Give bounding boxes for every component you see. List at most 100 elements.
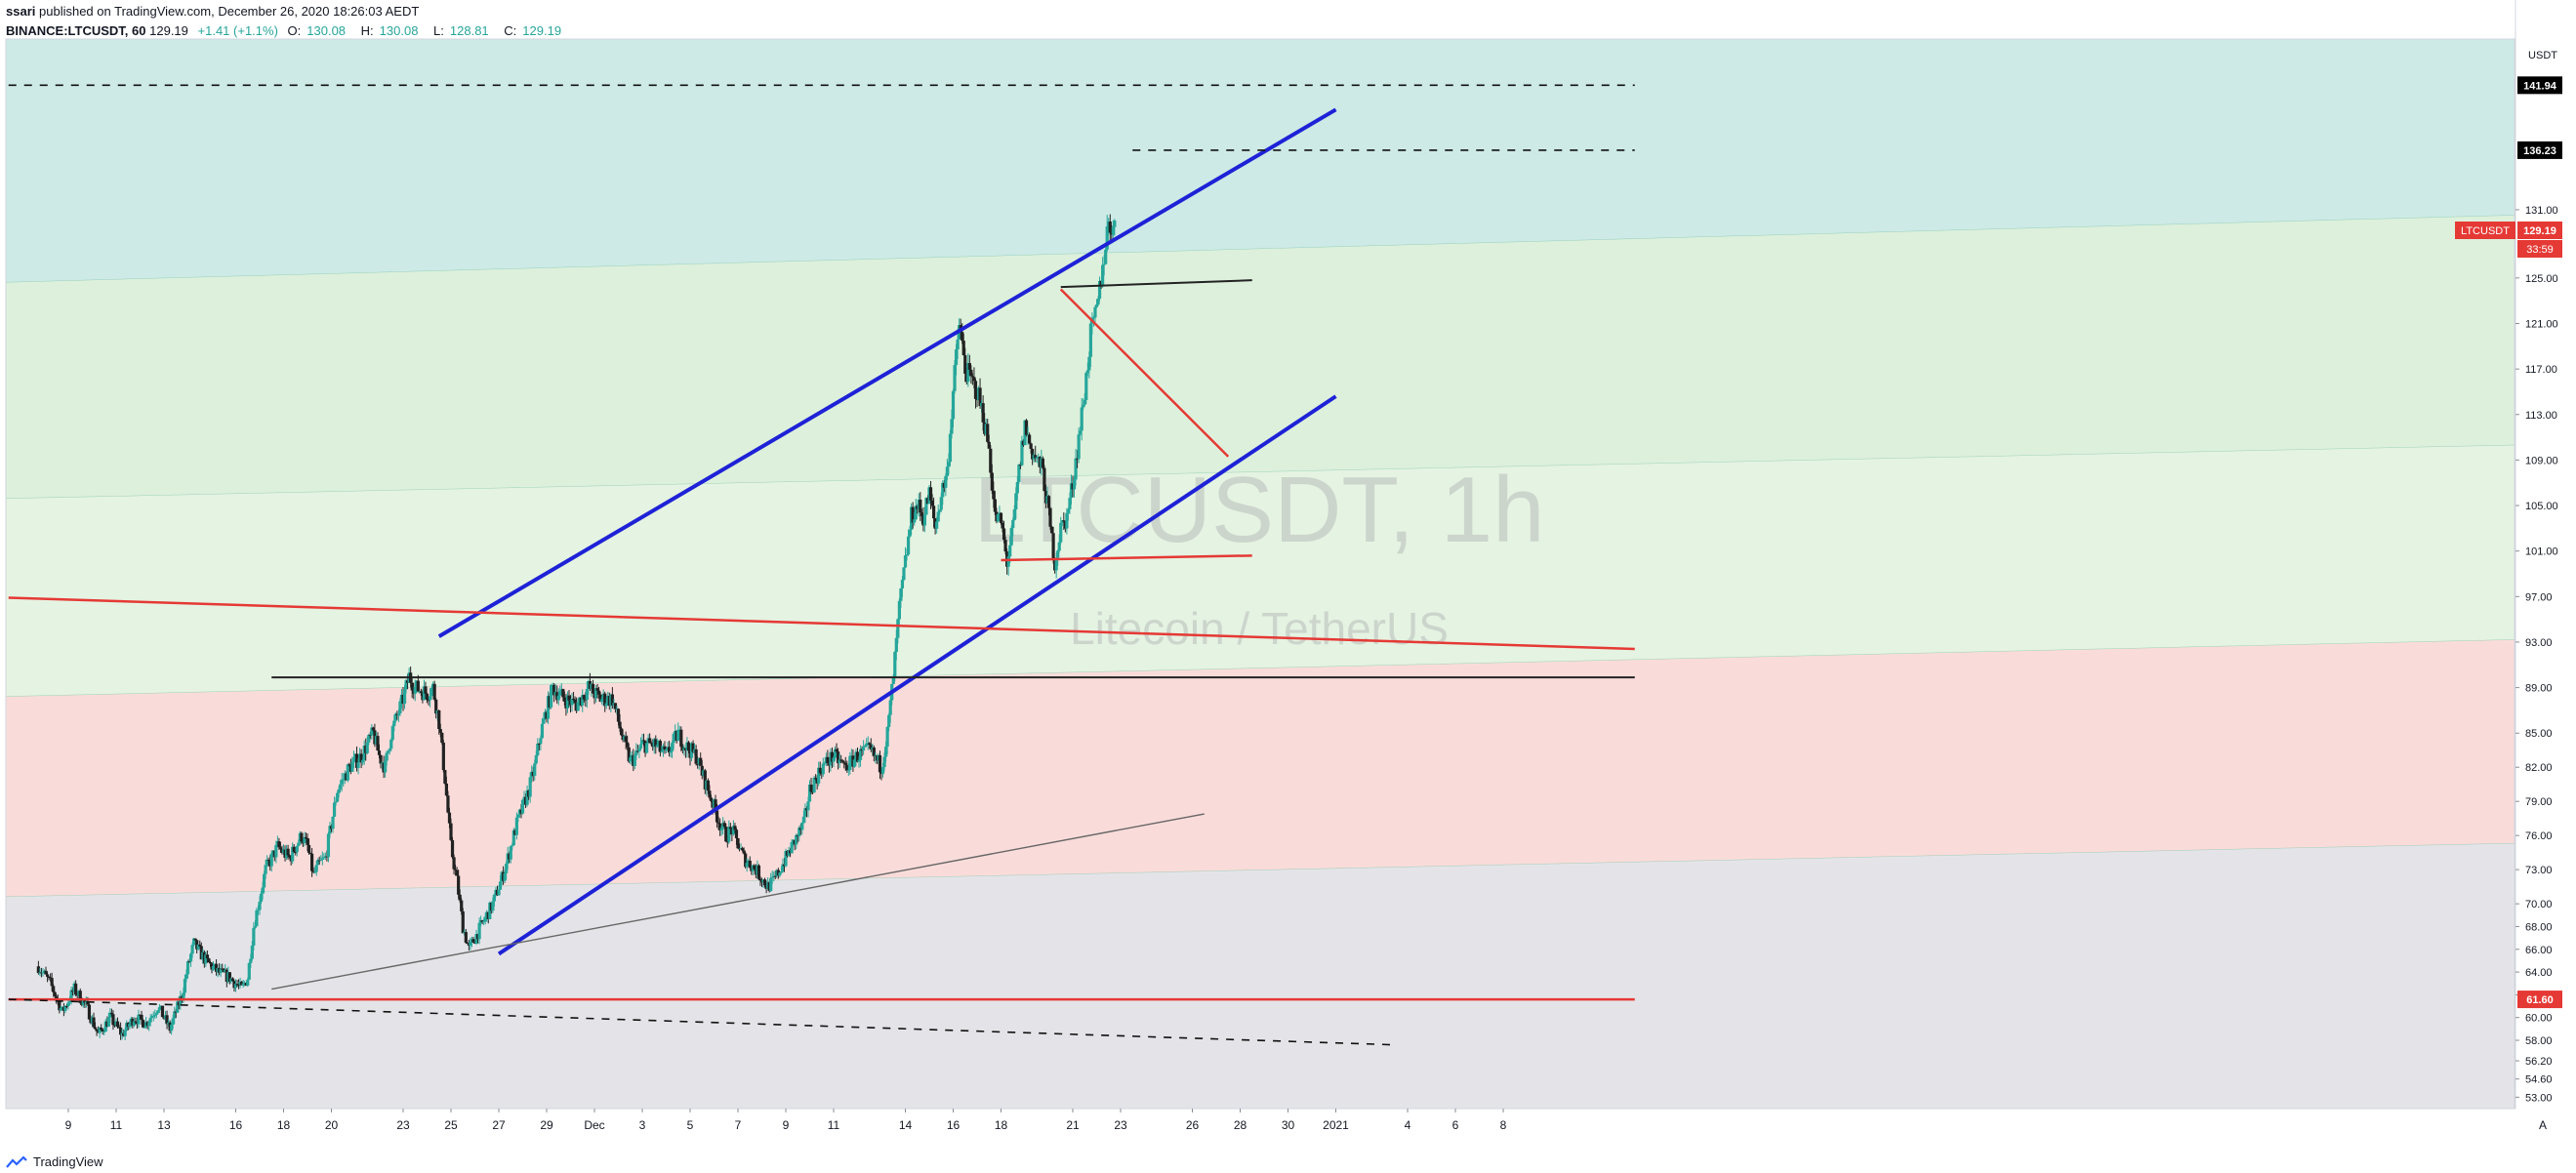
candle-body	[274, 844, 278, 858]
candle-body	[93, 1027, 98, 1030]
price-label-box	[2517, 76, 2562, 95]
candle-body	[361, 759, 365, 763]
x-tick-label: 9	[65, 1118, 72, 1132]
candle-body	[147, 1022, 151, 1026]
x-tick-label: 13	[157, 1118, 171, 1132]
candle-body	[821, 763, 825, 775]
candle-body	[987, 441, 991, 449]
zone-pink	[6, 639, 2515, 898]
candle-body	[842, 761, 846, 763]
x-tick-label: 5	[687, 1118, 694, 1132]
candle-body	[654, 739, 658, 748]
price-label-text: 61.60	[2526, 994, 2554, 1006]
candle-body	[249, 958, 253, 963]
y-tick-label: 121.00	[2525, 318, 2558, 330]
candle-body	[292, 846, 296, 853]
y-tick-label: 73.00	[2525, 865, 2553, 876]
candle-body	[913, 519, 917, 523]
candle-body	[567, 695, 571, 701]
candle-body	[47, 976, 51, 978]
candle-body	[667, 747, 672, 753]
y-tick-label: 70.00	[2525, 899, 2553, 910]
candle-body	[970, 376, 975, 378]
candle-body	[1029, 443, 1033, 449]
candle-body	[807, 785, 812, 802]
candle-body	[610, 694, 614, 706]
trend-line-dashed-declining	[8, 998, 1396, 1046]
candle-body	[308, 852, 312, 854]
candle-body	[855, 751, 860, 762]
candle-body	[95, 1029, 99, 1031]
candle-body	[1068, 498, 1072, 509]
y-tick-label: 85.00	[2525, 728, 2553, 740]
plot-frame	[5, 38, 2515, 1110]
publisher-name[interactable]: ssari	[6, 4, 36, 19]
candle-body	[441, 743, 445, 771]
candle-body	[182, 992, 185, 999]
x-tick-label: 20	[325, 1118, 339, 1132]
candle-body	[582, 695, 586, 700]
candle-body	[846, 769, 850, 771]
candle-body	[978, 387, 982, 407]
candle-body	[671, 743, 675, 751]
candle-body	[101, 1030, 104, 1032]
footer-brand[interactable]: TradingView	[33, 1154, 103, 1169]
candle-body	[1097, 280, 1102, 300]
candle-body	[520, 799, 525, 814]
candle-body	[255, 910, 259, 927]
candle-body	[160, 1005, 165, 1018]
candle-body	[676, 729, 680, 742]
candle-body	[641, 740, 646, 742]
candle-body	[727, 827, 731, 842]
y-tick-label: 68.00	[2525, 921, 2553, 933]
candle-body	[385, 752, 388, 761]
candle-body	[956, 339, 960, 350]
candle-body	[132, 1021, 136, 1026]
candle-body	[446, 795, 450, 813]
candle-body	[669, 750, 673, 753]
candle-body	[694, 748, 698, 764]
candle-body	[722, 823, 726, 828]
candle-body	[1108, 222, 1112, 233]
candle-body	[664, 748, 669, 750]
candle-body	[872, 748, 876, 757]
candle-body	[600, 699, 604, 703]
candle-body	[972, 377, 976, 382]
candle-body	[570, 699, 574, 706]
candle-body	[1065, 512, 1069, 529]
candle-body	[53, 991, 57, 996]
ohlc-close-label: C:	[504, 23, 517, 38]
candle-body	[102, 1031, 106, 1033]
candle-body	[192, 938, 196, 946]
candle-body	[438, 729, 442, 733]
candle-body	[434, 699, 438, 714]
candle-body	[744, 853, 748, 868]
candle-body	[424, 686, 428, 694]
candle-body	[649, 743, 653, 745]
candle-body	[1088, 323, 1092, 357]
candle-body	[384, 760, 388, 773]
ohlc-low-label: L:	[433, 23, 444, 38]
candle-body	[778, 872, 782, 876]
candle-body	[1091, 317, 1096, 319]
candle-body	[795, 834, 798, 845]
candle-body	[691, 743, 695, 752]
candle-body	[188, 953, 193, 962]
candle-body	[503, 872, 507, 881]
candle-body	[1002, 528, 1006, 541]
y-tick-label: 105.00	[2525, 501, 2558, 512]
candle-body	[370, 727, 374, 736]
candle-body	[516, 814, 520, 818]
last-price: 129.19	[149, 23, 188, 38]
candle-body	[591, 683, 595, 694]
candle-body	[185, 961, 190, 975]
candle-body	[1009, 528, 1013, 546]
candle-body	[153, 1014, 157, 1017]
candle-body	[488, 902, 492, 919]
candle-body	[549, 684, 553, 708]
candle-body	[300, 832, 304, 842]
auto-scale-button[interactable]: A	[2539, 1118, 2547, 1132]
candle-body	[944, 475, 948, 488]
candle-body	[320, 858, 324, 860]
